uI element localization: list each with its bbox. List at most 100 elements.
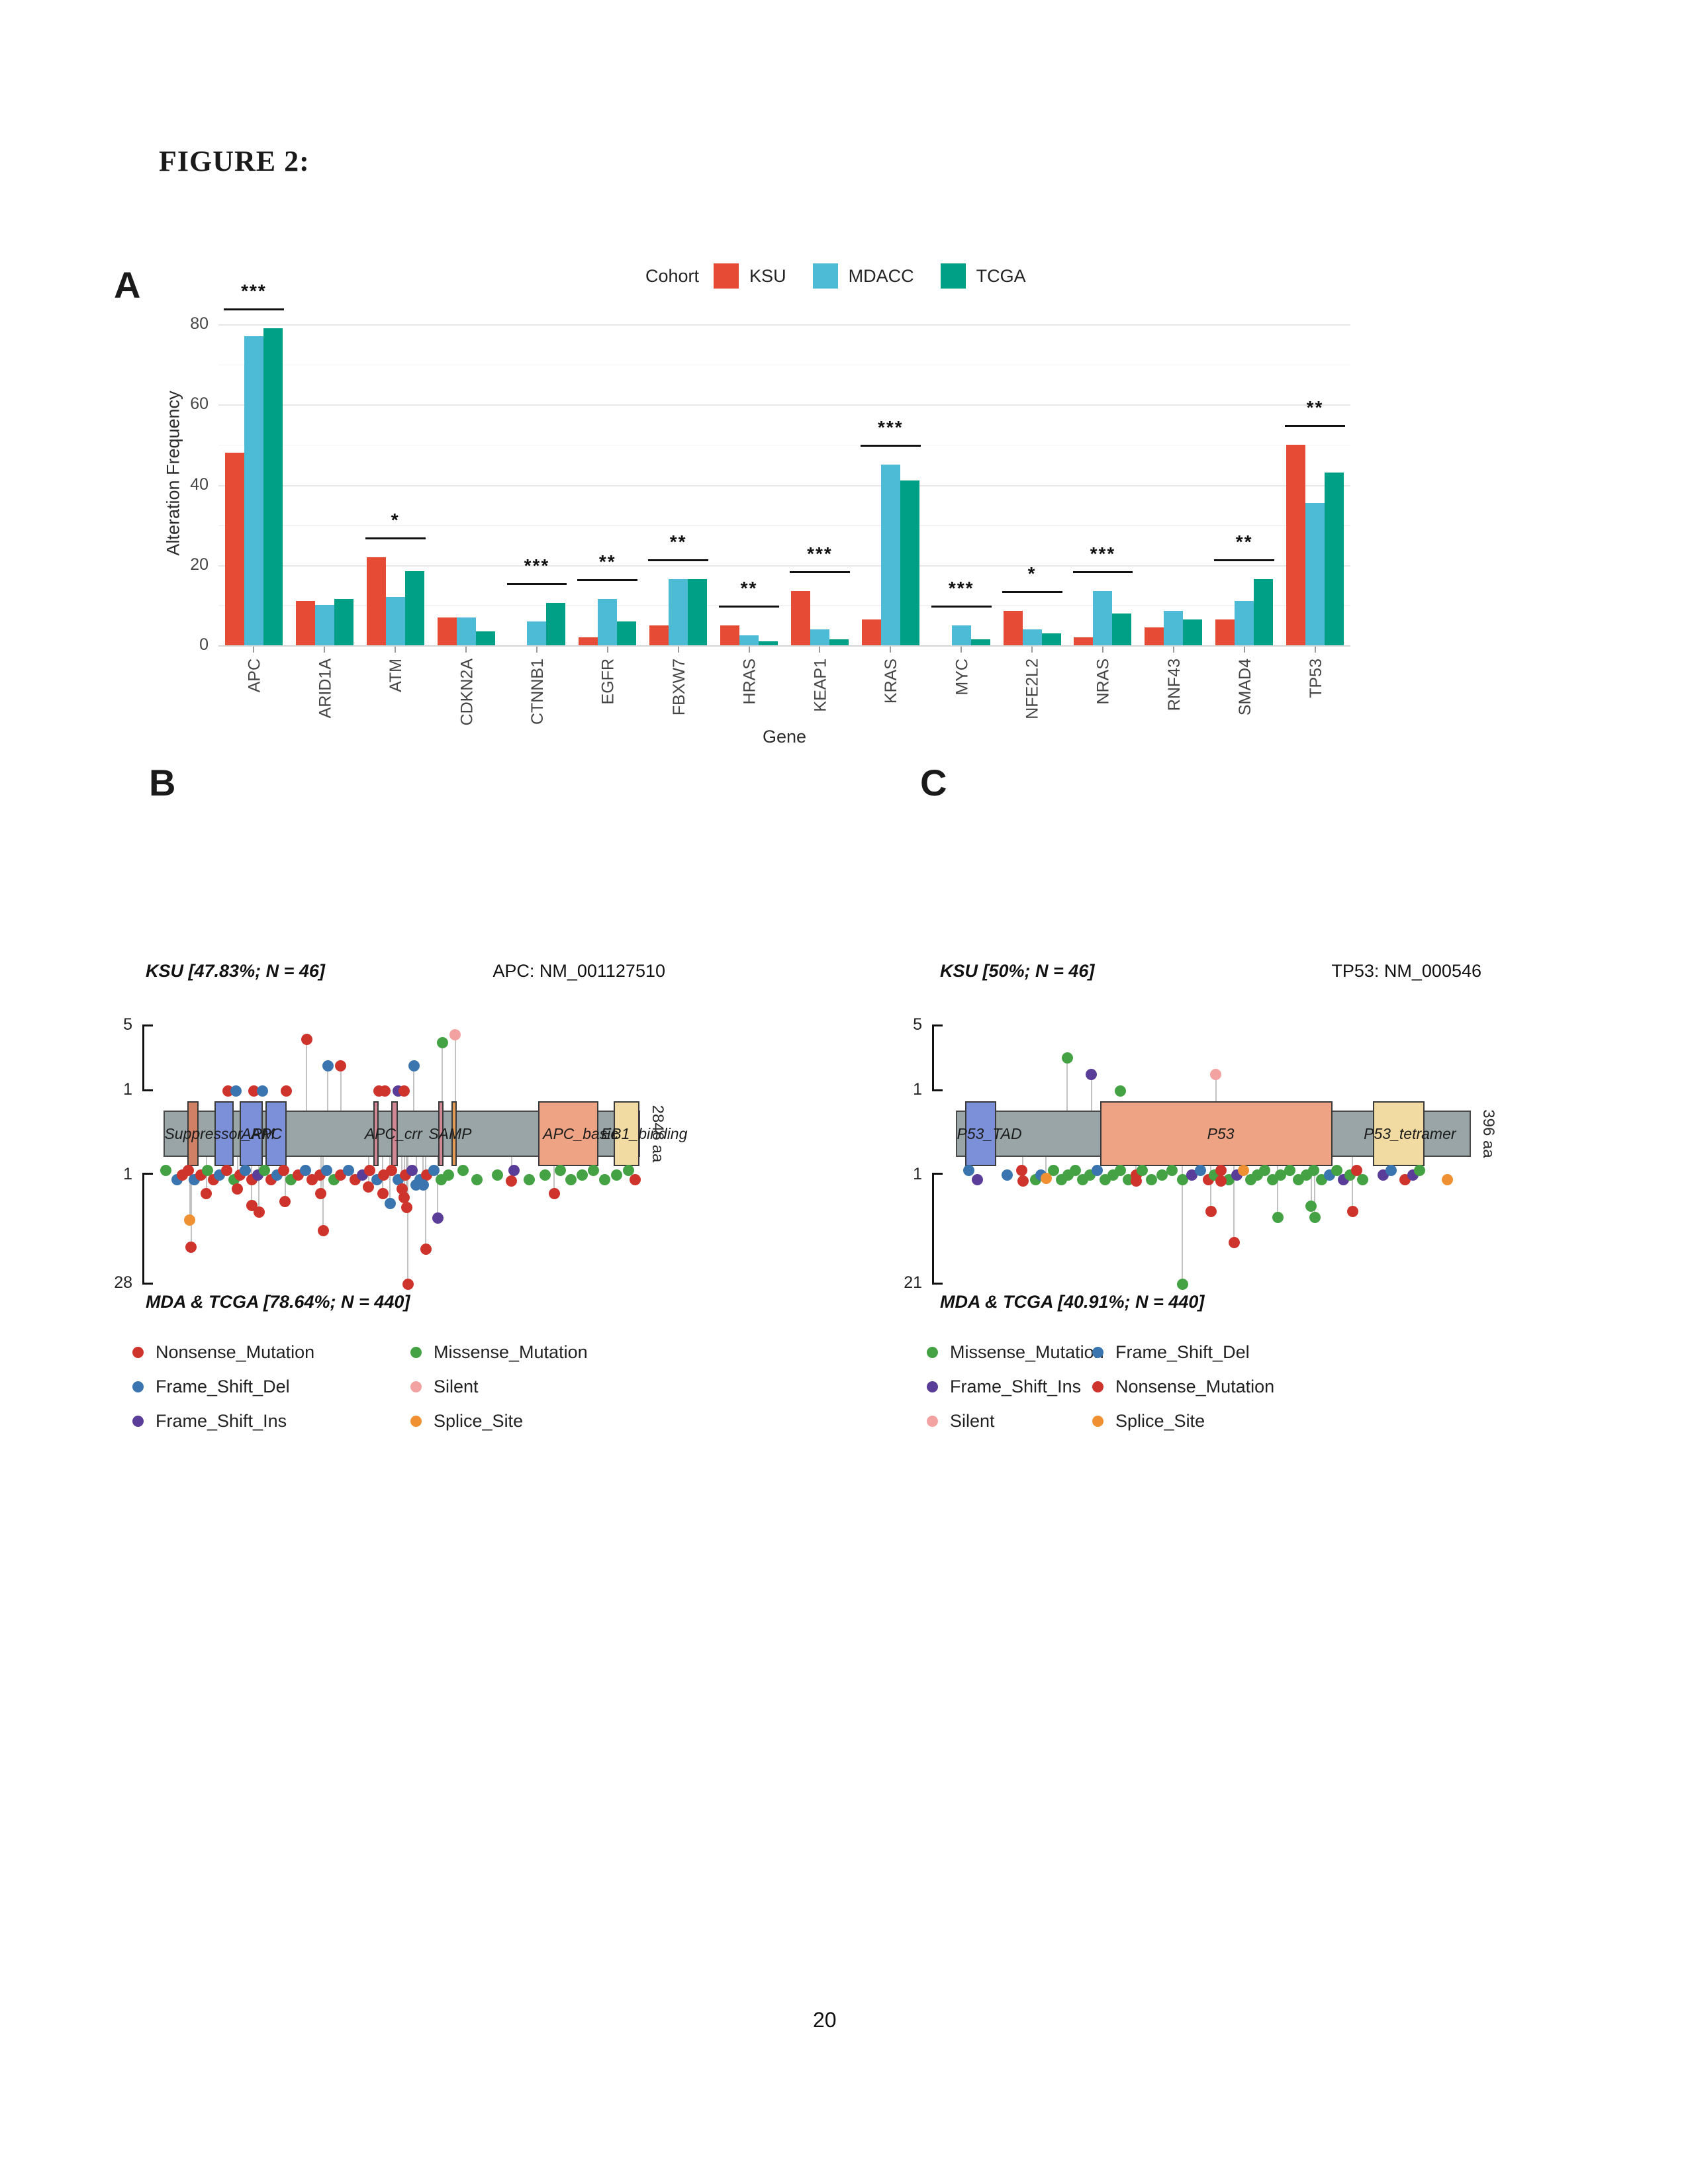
bar-CDKN2A-KSU [437,617,457,645]
bar-SMAD4-KSU [1215,619,1235,645]
nonsense_mutation-dot-icon [132,1347,144,1358]
domain-label-arm: ARM [241,1125,275,1142]
missense_mutation-dot-icon [410,1347,422,1358]
legend-item-missense_mutation: Missense_Mutation [410,1342,588,1363]
x-tick-TP53 [1314,647,1316,653]
mutation-dot-bottom-52 [1442,1173,1454,1185]
mutation-dot-bottom-15 [1115,1164,1127,1176]
sig-line-EGFR [577,579,638,582]
protein-domain-3 [265,1101,287,1166]
bar-NRAS-MDACC [1093,591,1113,645]
mutation-dot-bottom-45 [508,1164,520,1176]
mutation-dot-bottom-20 [1156,1169,1168,1181]
sig-stars-KRAS: *** [877,417,904,438]
sig-stars-MYC: *** [948,577,974,598]
legend-item-silent: Silent [410,1377,479,1397]
lollipop-stem-11 [258,1157,259,1212]
sig-line-KEAP1 [790,571,850,574]
lollipop-stem-11 [1135,1157,1137,1181]
sig-line-NRAS [1072,571,1133,574]
mutation-dot-bottom-44 [491,1169,503,1181]
sig-stars-SMAD4: ** [1235,531,1253,552]
mutation-dot-bottom-3 [1016,1164,1028,1176]
legend-item-splice_site: Splice_Site [1092,1411,1205,1432]
panel-b-label: B [149,762,176,803]
mutation-dot-bottom-58 [1309,1211,1321,1223]
bar-FBXW7-KSU [649,625,669,645]
x-tick-CDKN2A [465,647,467,653]
cohort-title-bottom: MDA & TCGA [40.91%; N = 440] [940,1292,1205,1312]
mutation-dot-bottom-23 [1186,1169,1197,1181]
lollipop-stem-1 [1090,1074,1092,1111]
cohort-title-top: KSU [47.83%; N = 46] [146,961,325,981]
mutation-dot-bottom-55 [630,1173,641,1185]
gridline-80 [218,324,1350,326]
bar-KRAS-TCGA [900,480,919,645]
bottom-axis-line [142,1173,144,1284]
mutation-dot-bottom-21 [300,1164,312,1176]
legend-item-frame_shift_del: Frame_Shift_Del [1092,1342,1250,1363]
bar-MYC-TCGA [970,639,990,645]
x-axis-title: Gene [762,727,807,747]
gridline-70 [218,364,1350,366]
mutation-dot-bottom-63 [1040,1172,1052,1184]
mutation-dot-bottom-64 [317,1224,329,1236]
mutation-dot-bottom-71 [402,1278,414,1290]
sig-line-APC [224,308,284,311]
bar-CTNNB1-MDACC [527,621,547,645]
sig-stars-TP53: ** [1306,396,1324,418]
x-tick-RNF43 [1172,647,1174,653]
mutation-dot-bottom-47 [539,1169,551,1181]
top-axis-min: 1 [913,1080,922,1099]
mutation-dot-bottom-43 [471,1173,483,1185]
lollipop-stem-17 [389,1157,391,1204]
x-tick-SMAD4 [1243,647,1245,653]
lollipop-stem-7 [190,1157,192,1247]
silent-dot-icon [410,1381,422,1392]
transcript-label: TP53: NM_000546 [1331,961,1481,981]
sig-stars-EGFR: ** [598,551,616,572]
sig-stars-ATM: * [391,509,400,530]
mutation-dot-bottom-49 [565,1173,577,1185]
splice_site-dot-icon [410,1416,422,1427]
mutation-dot-top-4 [281,1085,293,1097]
bar-SMAD4-TCGA [1254,578,1274,645]
domain-label-p53_tetramer: P53_tetramer [1364,1125,1456,1142]
legend-label-mdacc: MDACC [848,265,914,286]
bar-ARID1A-MDACC [314,605,334,645]
mutation-dot-bottom-36 [406,1164,418,1176]
mutation-dot-bottom-66 [377,1187,389,1199]
mutation-dot-bottom-18 [277,1164,289,1176]
bar-NRAS-TCGA [1112,613,1132,645]
mutation-dot-bottom-0 [160,1164,172,1176]
gridline-60 [218,404,1350,406]
mutation-dot-bottom-62 [279,1196,291,1208]
bar-KRAS-KSU [861,619,881,645]
top-axis-line [142,1024,144,1091]
legend-item-frame_shift_del: Frame_Shift_Del [132,1377,290,1397]
mutation-dot-top-0 [1061,1052,1073,1064]
mutation-dot-bottom-46 [524,1173,536,1185]
mutation-dot-bottom-53 [610,1169,622,1181]
x-tick-FBXW7 [677,647,679,653]
gridline-30 [218,525,1350,526]
mutation-dot-bottom-33 [1259,1164,1271,1176]
mutation-dot-bottom-30 [1237,1164,1249,1176]
y-tick-0: 0 [199,635,209,654]
bottom-axis-min: 1 [123,1165,132,1183]
lollipop-stem-6 [189,1157,191,1220]
mutation-dot-bottom-58 [201,1187,212,1199]
mutation-dot-bottom-65 [363,1181,375,1193]
legend-item-missense_mutation: Missense_Mutation [927,1342,1104,1363]
mutation-dot-bottom-19 [1146,1173,1158,1185]
mutation-dot-bottom-12 [1092,1164,1103,1176]
protein-domain-2 [240,1101,263,1166]
panel-a-label: A [114,264,141,306]
bar-RNF43-TCGA [1183,619,1203,645]
mutation-dot-bottom-57 [185,1241,197,1253]
bar-APC-KSU [224,453,244,645]
frame_shift_ins-dot-icon [132,1416,144,1427]
mutation-dot-bottom-12 [240,1164,252,1176]
lollipop-stem-2 [1215,1074,1217,1111]
x-axis-line [218,645,1350,647]
